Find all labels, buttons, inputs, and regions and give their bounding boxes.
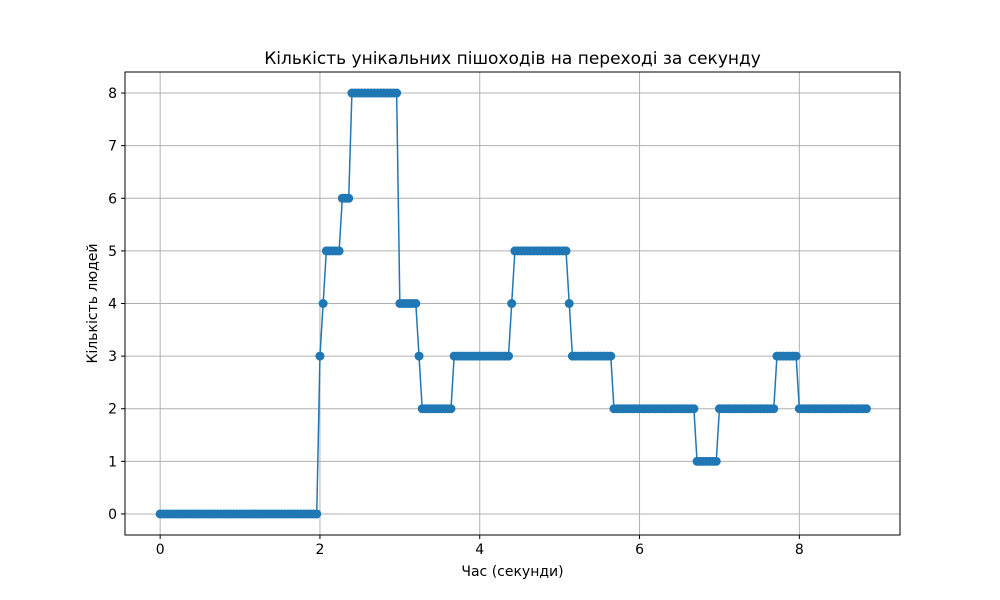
- y-axis-label: Кількість людей: [85, 243, 101, 363]
- y-tick-label: 6: [108, 191, 117, 207]
- x-tick-label: 6: [635, 542, 644, 558]
- data-point: [411, 299, 421, 308]
- data-point: [392, 88, 402, 98]
- x-axis-label: Час (секунди): [461, 564, 563, 580]
- data-point: [334, 246, 344, 256]
- data-point: [318, 299, 328, 308]
- y-tick-label: 5: [108, 244, 117, 260]
- x-tick-label: 2: [315, 542, 324, 558]
- data-point: [344, 193, 354, 203]
- data-point: [861, 404, 871, 414]
- x-tick-label: 4: [475, 542, 484, 558]
- y-tick-label: 2: [108, 402, 117, 418]
- data-point: [507, 299, 517, 308]
- data-point: [689, 404, 699, 414]
- data-point: [606, 351, 616, 361]
- data-point: [711, 456, 721, 466]
- data-point: [414, 351, 424, 361]
- y-tick-label: 4: [108, 297, 117, 313]
- x-tick-label: 8: [795, 542, 804, 558]
- chart-title: Кількість унікальних пішоходів на перехо…: [264, 49, 761, 69]
- y-tick-label: 1: [108, 454, 117, 470]
- series-layer: [155, 88, 871, 519]
- ticks: 0 2 4 6 8 0 1 2 3 4 5 6 7 8: [108, 86, 804, 558]
- y-tick-label: 8: [108, 86, 117, 102]
- data-point: [312, 509, 322, 519]
- y-tick-label: 7: [108, 139, 117, 155]
- data-point: [769, 404, 779, 414]
- data-point: [504, 351, 514, 361]
- y-tick-label: 3: [108, 349, 117, 365]
- data-point: [561, 246, 571, 256]
- data-point: [791, 351, 801, 361]
- data-point: [315, 351, 325, 361]
- data-point: [446, 404, 456, 414]
- x-tick-label: 0: [156, 542, 165, 558]
- y-tick-label: 0: [108, 507, 117, 523]
- data-point: [564, 299, 574, 308]
